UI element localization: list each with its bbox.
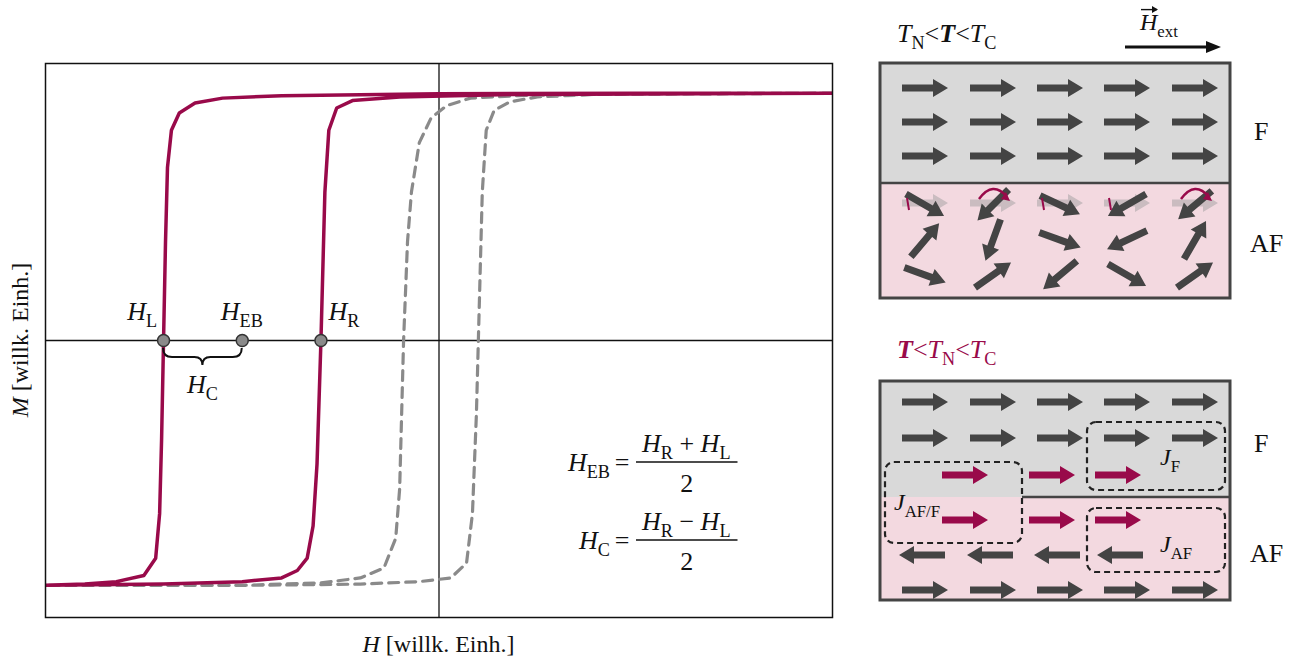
svg-text:HR: HR xyxy=(327,297,360,331)
svg-text:2: 2 xyxy=(680,469,693,498)
svg-text:AF: AF xyxy=(1250,229,1283,258)
svg-text:JF: JF xyxy=(1160,444,1180,476)
svg-text:HL: HL xyxy=(126,297,157,331)
svg-text:TN<T<TC: TN<T<TC xyxy=(897,19,996,53)
svg-text:=: = xyxy=(615,526,630,555)
svg-text:HR − HL: HR − HL xyxy=(641,507,731,541)
svg-text:Hext: Hext xyxy=(1139,9,1178,41)
svg-text:M [willk. Einh.]: M [willk. Einh.] xyxy=(7,263,33,419)
svg-text:F: F xyxy=(1254,117,1268,146)
svg-text:H [willk. Einh.]: H [willk. Einh.] xyxy=(362,631,515,657)
svg-text:HC: HC xyxy=(186,370,218,404)
svg-text:JAF: JAF xyxy=(1160,531,1192,563)
svg-text:HEB: HEB xyxy=(567,448,610,482)
svg-text:JAF/F: JAF/F xyxy=(894,489,940,521)
svg-text:2: 2 xyxy=(680,547,693,576)
svg-text:F: F xyxy=(1254,429,1268,458)
svg-text:HEB: HEB xyxy=(220,297,263,331)
svg-text:=: = xyxy=(615,448,630,477)
svg-text:HC: HC xyxy=(578,526,610,560)
svg-text:HR + HL: HR + HL xyxy=(641,429,731,463)
svg-text:T<TN<TC: T<TN<TC xyxy=(897,335,996,369)
svg-text:AF: AF xyxy=(1250,539,1283,568)
